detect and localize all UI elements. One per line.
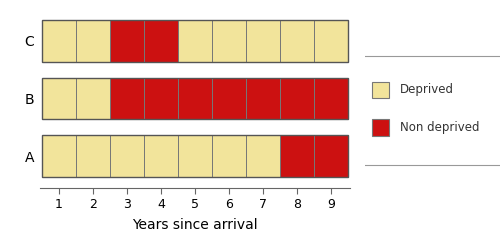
Bar	[42, 20, 76, 62]
Bar	[280, 78, 314, 119]
Bar	[42, 135, 348, 177]
Bar	[42, 135, 76, 177]
Bar	[314, 78, 348, 119]
Bar	[110, 20, 144, 62]
Text: Non deprived: Non deprived	[400, 121, 479, 134]
Bar	[280, 20, 314, 62]
Bar	[178, 20, 212, 62]
Bar	[246, 78, 280, 119]
Bar	[314, 135, 348, 177]
Bar	[212, 20, 246, 62]
Bar	[212, 78, 246, 119]
Bar	[246, 135, 280, 177]
Bar	[110, 135, 144, 177]
Bar	[144, 20, 178, 62]
X-axis label: Years since arrival: Years since arrival	[132, 218, 258, 229]
Bar	[76, 78, 110, 119]
Bar	[42, 20, 348, 62]
Bar	[212, 135, 246, 177]
Bar	[280, 135, 314, 177]
Bar	[144, 78, 178, 119]
Bar	[42, 78, 76, 119]
Bar	[178, 78, 212, 119]
Text: Deprived: Deprived	[400, 83, 454, 96]
Bar	[314, 20, 348, 62]
Bar	[178, 135, 212, 177]
Bar	[76, 20, 110, 62]
Bar	[42, 78, 348, 119]
Bar	[76, 135, 110, 177]
Bar	[246, 20, 280, 62]
Bar	[372, 82, 390, 98]
Bar	[372, 120, 390, 136]
Bar	[110, 78, 144, 119]
Bar	[144, 135, 178, 177]
